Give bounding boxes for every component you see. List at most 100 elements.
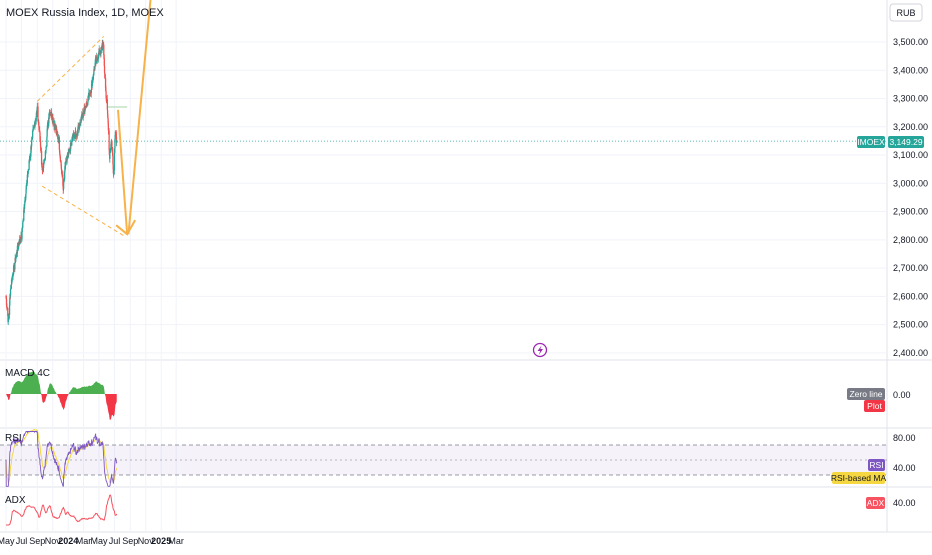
arrow-line[interactable] <box>117 109 129 235</box>
candle-body <box>98 49 101 55</box>
candle-body <box>45 146 47 151</box>
candle-body <box>47 123 49 127</box>
candle-body <box>44 151 47 160</box>
candle-body <box>49 111 51 114</box>
candle-body <box>5 298 8 305</box>
candle-body <box>114 138 116 149</box>
macd-negative-area <box>6 394 117 420</box>
svg-text:Zero line: Zero line <box>849 389 882 399</box>
candle-body <box>38 125 40 131</box>
candle-body <box>93 69 95 75</box>
candle-body <box>73 135 76 137</box>
candle-body <box>17 245 19 249</box>
grid-layer <box>0 0 887 532</box>
candle-body <box>108 149 111 155</box>
candle-body <box>56 129 58 132</box>
macd-title: MACD 4C <box>5 368 50 379</box>
candle-body <box>22 222 24 228</box>
candle-body <box>43 159 46 162</box>
x-tick-label: 2024 <box>58 536 78 546</box>
y-tick-label: 3,300.00 <box>893 94 928 104</box>
x-tick-label: Jul <box>16 536 28 546</box>
candle-body <box>116 141 118 143</box>
candle-body <box>103 58 105 66</box>
candle-body <box>21 228 23 240</box>
candle-body <box>112 155 114 165</box>
x-tick-label: Nov <box>45 536 62 546</box>
svg-text:RSI-based MA: RSI-based MA <box>831 473 887 483</box>
candle-body <box>24 200 26 206</box>
svg-text:Plot: Plot <box>867 401 882 411</box>
candle-body <box>103 65 106 73</box>
candle-body <box>46 136 48 147</box>
currency-button[interactable]: RUB <box>889 3 923 22</box>
candle-body <box>34 121 37 123</box>
projection-line[interactable] <box>127 0 152 235</box>
adx-title: ADX <box>5 495 26 506</box>
candle-body <box>102 42 104 45</box>
candle-body <box>105 99 108 100</box>
y-tick-label: 2,600.00 <box>893 291 928 301</box>
candle-body <box>27 169 30 172</box>
candle-body <box>39 140 42 147</box>
macd-positive-area <box>6 371 117 394</box>
candle-body <box>38 121 40 126</box>
x-tick-label: May <box>0 536 15 546</box>
y-tick-label: 2,900.00 <box>893 207 928 217</box>
candle-body <box>90 83 93 90</box>
candle-body <box>9 288 12 296</box>
candle-body <box>113 153 116 171</box>
candle-body <box>81 115 83 118</box>
last-price-value: 3,149.29 <box>889 137 922 147</box>
candle-body <box>63 180 65 189</box>
arrow-head[interactable] <box>115 219 137 236</box>
trend-line[interactable] <box>41 185 127 238</box>
candle-body <box>109 151 111 153</box>
candle-body <box>84 107 86 111</box>
candle-body <box>75 133 78 137</box>
last-price-marker: IMOEX 3,149.29 <box>857 136 924 148</box>
candle-body <box>66 156 69 158</box>
svg-text:ADX: ADX <box>867 498 885 508</box>
macd-axis-label: 0.00 <box>893 390 911 400</box>
y-tick-label: 2,500.00 <box>893 320 928 330</box>
candle-body <box>92 77 94 81</box>
candle-body <box>77 125 79 134</box>
candle-body <box>86 103 88 105</box>
trend-line[interactable] <box>36 35 105 102</box>
candle-body <box>28 160 30 170</box>
x-tick-label: Sep <box>29 536 45 546</box>
candle-body <box>60 161 62 166</box>
lightning-icon[interactable] <box>532 342 548 358</box>
candle-body <box>105 91 107 98</box>
rsi-label: RSI <box>868 459 885 471</box>
candle-body <box>8 315 10 318</box>
y-tick-label: 3,500.00 <box>893 37 928 47</box>
candle-body <box>88 92 90 96</box>
candle-body <box>55 124 57 130</box>
candle-body <box>58 137 60 150</box>
candle-body <box>107 123 110 131</box>
candle-body <box>62 174 64 186</box>
x-tick-label: 2025 <box>151 536 171 546</box>
candle-body <box>106 109 109 115</box>
candle-body <box>46 125 49 130</box>
candle-body <box>8 304 11 316</box>
rsi-layer <box>0 428 887 488</box>
x-tick-label: Mar <box>76 536 92 546</box>
candle-body <box>82 113 85 115</box>
currency-label: RUB <box>896 8 915 18</box>
candle-body <box>14 262 16 270</box>
candle-body <box>39 132 41 141</box>
candle-body <box>31 137 33 141</box>
y-tick-label: 2,400.00 <box>893 348 928 358</box>
candle-body <box>93 69 95 71</box>
candle-body <box>23 209 25 221</box>
adx-line <box>6 494 118 526</box>
candle-body <box>36 106 38 113</box>
candle-body <box>65 161 67 166</box>
annotation-layer[interactable] <box>0 0 887 238</box>
